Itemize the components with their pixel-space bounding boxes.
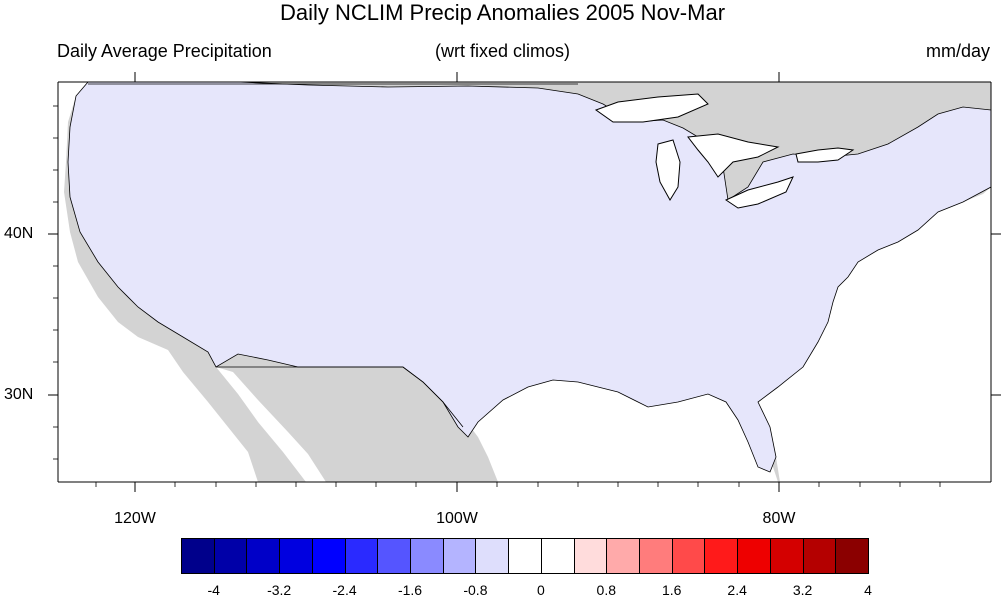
colorbar-tick-label: -1.6 bbox=[397, 582, 423, 598]
pacific-ocean bbox=[58, 82, 258, 482]
subtitle-left: Daily Average Precipitation bbox=[57, 41, 272, 61]
colorbar-swatch bbox=[279, 538, 313, 574]
precip-anomaly-map bbox=[58, 82, 991, 482]
colorbar-swatch bbox=[606, 538, 640, 574]
colorbar-swatch bbox=[704, 538, 739, 574]
colorbar-tick-label: 3.2 bbox=[792, 582, 813, 598]
colorbar-swatch bbox=[181, 538, 215, 574]
units-label: mm/day bbox=[925, 41, 990, 61]
lon-label-120w: 120W bbox=[114, 510, 156, 527]
great-lakes bbox=[594, 93, 855, 209]
colorbar-tick-label: -2.4 bbox=[332, 582, 357, 598]
colorbar-swatch bbox=[671, 538, 706, 574]
colorbar-tick-label: 2.4 bbox=[727, 582, 747, 598]
lat-label-30n: 30N bbox=[4, 386, 34, 403]
colorbar-swatch bbox=[540, 538, 575, 574]
map-title: Daily NCLIM Precip Anomalies 2005 Nov-Ma… bbox=[279, 0, 726, 25]
borders bbox=[88, 83, 578, 428]
colorbar-swatch bbox=[508, 538, 542, 574]
colorbar-swatch bbox=[213, 538, 248, 574]
colorbar-swatch bbox=[311, 538, 346, 574]
gulf-of-california bbox=[216, 367, 326, 482]
colorbar-swatch bbox=[639, 538, 673, 574]
colorbar-swatch bbox=[377, 538, 411, 574]
colorbar-swatch bbox=[410, 538, 444, 574]
gulf-of-mexico bbox=[463, 380, 778, 482]
colorbar-swatch bbox=[802, 538, 837, 574]
colorbar-swatch bbox=[246, 538, 281, 574]
map-plot-area bbox=[58, 82, 991, 482]
colorbar-swatch bbox=[835, 538, 869, 574]
lon-label-80w: 80W bbox=[762, 510, 796, 527]
colorbar-tick-label: 4 bbox=[864, 582, 872, 598]
us-anomaly-field bbox=[67, 82, 991, 473]
colorbar-tick-label: -3.2 bbox=[267, 582, 292, 598]
colorbar-swatch bbox=[769, 538, 804, 574]
colorbar-tick-label: 0.8 bbox=[596, 582, 617, 598]
colorbar-swatch bbox=[573, 538, 608, 574]
colorbar-tick-label: 1.6 bbox=[661, 582, 682, 598]
lon-label-100w: 100W bbox=[436, 510, 478, 527]
colorbar-tick-label: -4 bbox=[207, 582, 220, 598]
colorbar-swatch bbox=[442, 538, 477, 574]
lat-label-40n: 40N bbox=[4, 225, 34, 242]
colorbar-tick-label: 0 bbox=[536, 582, 545, 598]
colorbar-swatch bbox=[344, 538, 379, 574]
colorbar-swatch bbox=[475, 538, 510, 574]
colorbar-tick-label: -0.8 bbox=[463, 582, 488, 598]
subtitle-center: (wrt fixed climos) bbox=[434, 41, 570, 61]
colorbar-swatch bbox=[737, 538, 771, 574]
atlantic-ocean bbox=[758, 187, 991, 482]
